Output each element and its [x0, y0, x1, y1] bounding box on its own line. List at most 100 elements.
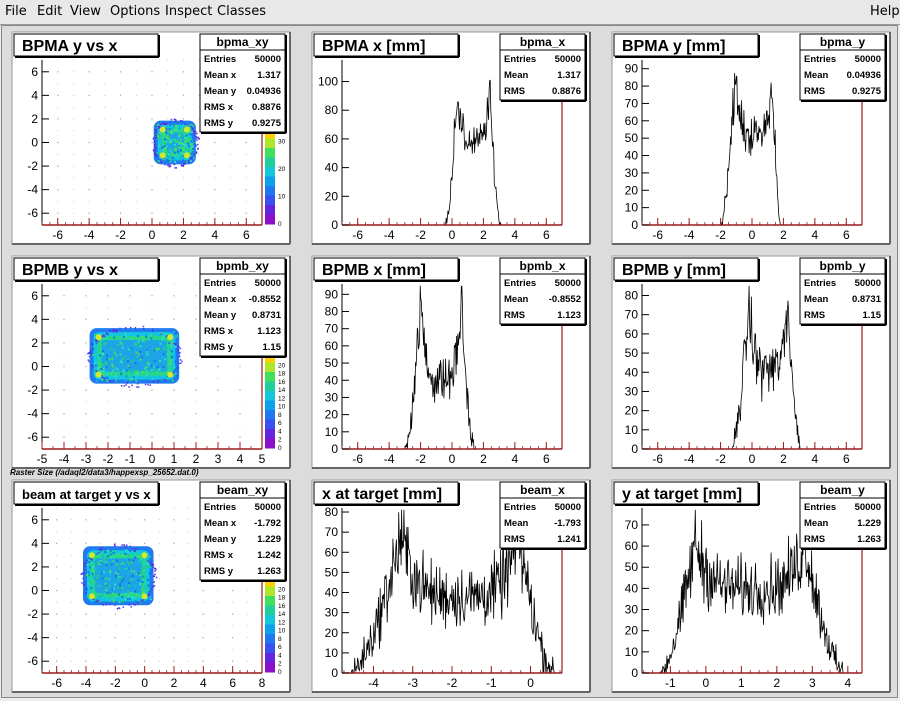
heatmap-cell	[135, 351, 138, 354]
palette-tick-label: 2	[278, 437, 282, 444]
grid-dot	[151, 200, 153, 202]
y-tick-label: 60	[625, 539, 639, 553]
heatmap-cell	[157, 156, 159, 159]
stats-name: bpmb_y	[819, 259, 865, 273]
palette-band	[265, 372, 275, 382]
heatmap-cell	[124, 336, 127, 339]
heatmap-cell	[125, 544, 128, 547]
heatmap-cell	[95, 376, 98, 379]
grid-dot	[245, 212, 247, 214]
heatmap-cell	[196, 132, 198, 135]
stats-label: RMS	[804, 310, 825, 321]
heatmap-cell	[138, 594, 141, 597]
menu-edit[interactable]: Edit	[37, 4, 63, 19]
heatmap-cell	[161, 336, 164, 339]
y-tick-label: 2	[31, 112, 38, 126]
root-canvas[interactable]: 0 10 20 30 -6 -4 -2 0 2 4 6 -6 -4 -2 0 2 4 6 BPMA y vs x bp…	[1, 25, 898, 698]
palette-band	[265, 653, 275, 663]
heatmap-cell	[106, 374, 109, 377]
menu-options[interactable]: Options	[110, 4, 161, 19]
heatmap-cell	[141, 356, 144, 359]
stats-value: 1.229	[857, 518, 881, 529]
y-tick-label: 0	[31, 584, 38, 598]
menu-file[interactable]: File	[5, 4, 27, 19]
heatmap-cell	[109, 570, 112, 573]
grid-dot	[114, 625, 116, 627]
heatmap-cell	[168, 348, 171, 351]
y-tick-label: 40	[325, 586, 339, 600]
x-tick-label: 6	[543, 452, 550, 466]
heatmap-cell	[174, 141, 177, 144]
grid-dot	[167, 71, 169, 73]
heatmap-cell	[160, 159, 162, 161]
heatmap-cell	[86, 595, 89, 598]
grid-dot	[120, 83, 122, 85]
heatmap-cell	[136, 372, 139, 375]
grid-dot	[144, 637, 146, 639]
heatmap-cell	[189, 153, 192, 156]
heatmap-cell	[112, 600, 115, 603]
grid-dot	[182, 94, 184, 96]
heatmap-cell	[179, 359, 182, 361]
palette-band	[265, 214, 275, 225]
heatmap-cell	[106, 333, 108, 335]
heatmap-cell	[138, 581, 141, 584]
grid-dot	[135, 59, 137, 61]
grid-dot	[151, 436, 153, 438]
menu-classes[interactable]: Classes	[217, 4, 266, 19]
y-tick-label: 50	[625, 131, 639, 145]
grid-dot	[57, 189, 59, 191]
heatmap-cell	[144, 565, 147, 568]
grid-dot	[88, 106, 90, 108]
grid-dot	[72, 118, 74, 120]
heatmap-cell	[190, 138, 193, 141]
heatmap-cell	[127, 563, 130, 566]
heatmap-cell	[124, 378, 127, 381]
heatmap-cell	[95, 600, 97, 603]
heatmap-cell	[139, 345, 142, 348]
stats-value: 1.263	[857, 534, 881, 545]
grid-dot	[85, 354, 87, 356]
grid-dot	[120, 177, 122, 179]
y-tick-label: 10	[625, 201, 639, 215]
heatmap-cell	[179, 141, 182, 144]
heatmap-cell	[167, 160, 170, 163]
menu-help[interactable]: Help	[870, 4, 900, 19]
heatmap-cell	[141, 370, 144, 373]
heatmap-cell	[99, 548, 101, 551]
heatmap-cell	[130, 578, 133, 581]
heatmap-cell	[164, 333, 167, 336]
grid-dot	[56, 625, 58, 627]
heatmap-cell	[158, 359, 161, 362]
grid-dot	[129, 413, 131, 415]
menu-inspect[interactable]: Inspect	[165, 4, 213, 19]
x-tick-label: -2	[415, 452, 426, 466]
heatmap-cell	[154, 155, 157, 157]
heatmap-cell	[108, 584, 111, 587]
heatmap-cell	[113, 352, 116, 355]
grid-dot	[100, 531, 102, 533]
grid-dot	[144, 531, 146, 533]
grid-dot	[72, 189, 74, 191]
palette-tick-label: 4	[278, 428, 282, 435]
heatmap-cell	[120, 374, 123, 377]
heatmap-cell	[165, 344, 168, 347]
grid-dot	[72, 177, 74, 179]
grid-dot	[158, 554, 160, 556]
grid-dot	[158, 531, 160, 533]
heatmap-cell	[100, 571, 103, 574]
heatmap-cell	[183, 123, 186, 126]
histogram-trace	[342, 509, 562, 674]
heatmap-cell	[165, 127, 168, 130]
grid-dot	[120, 94, 122, 96]
heatmap-cell	[175, 343, 177, 346]
grid-dot	[135, 130, 137, 132]
heatmap-cell	[169, 360, 172, 363]
y-tick-label: -2	[27, 383, 38, 397]
grid-dot	[202, 648, 204, 650]
menu-view[interactable]: View	[70, 4, 101, 19]
grid-dot	[173, 307, 175, 309]
